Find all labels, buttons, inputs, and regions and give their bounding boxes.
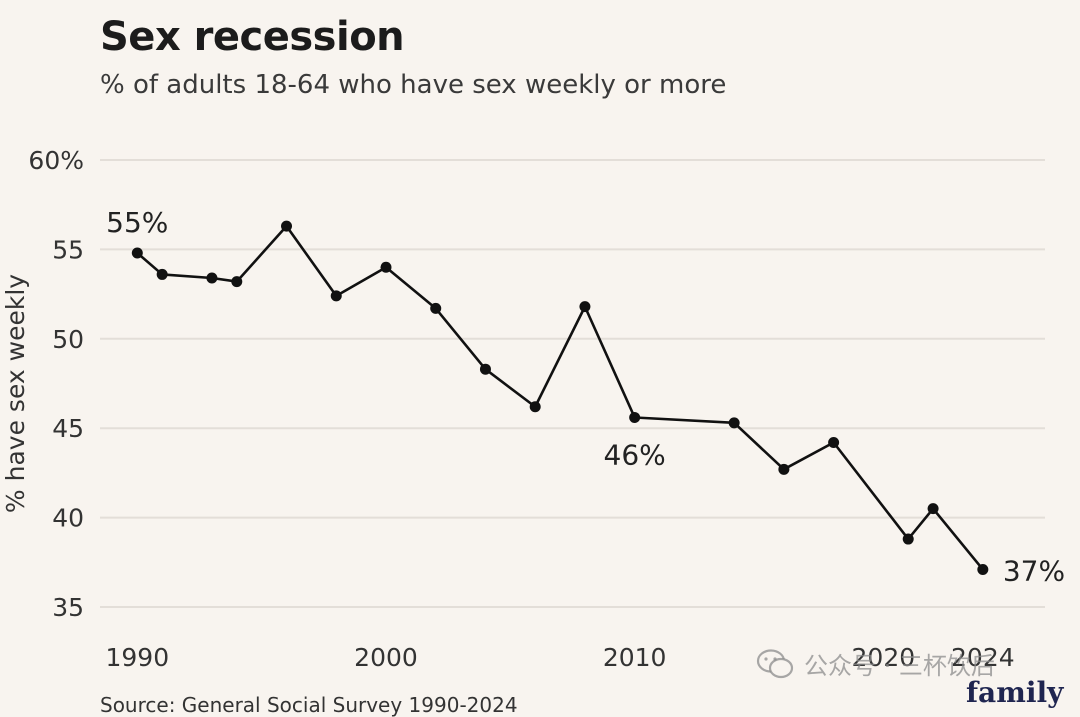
data-label-46pct: 46% (604, 438, 666, 471)
data-point-2014 (728, 417, 740, 429)
data-point-2024 (977, 563, 989, 575)
data-point-1998 (330, 290, 342, 302)
x-tick-label-2024: 2024 (951, 643, 1015, 672)
data-point-2022 (927, 503, 939, 515)
y-tick-label-40: 40 (52, 504, 84, 533)
data-label-55pct: 55% (106, 206, 168, 239)
y-axis-label: % have sex weekly (1, 274, 30, 513)
y-tick-label-45: 45 (52, 414, 84, 443)
brand-logo: family (966, 676, 1064, 709)
wechat-icon (756, 648, 794, 678)
chart-title: Sex recession (100, 14, 405, 60)
data-point-1990 (131, 247, 143, 259)
data-point-2016 (778, 463, 790, 475)
watermark-text: 公众号 · 三杯饮后 (804, 652, 995, 680)
data-point-1994 (231, 276, 243, 288)
data-point-2018 (828, 437, 840, 449)
data-point-1996 (281, 220, 293, 232)
data-point-2000 (380, 261, 392, 273)
data-point-1991 (156, 268, 168, 280)
data-point-2008 (579, 301, 591, 313)
data-point-1993 (206, 272, 218, 284)
y-tick-label-60: 60% (28, 146, 84, 175)
source-note: Source: General Social Survey 1990-2024 (100, 693, 518, 717)
data-point-2002 (430, 302, 442, 314)
x-tick-label-2010: 2010 (603, 643, 667, 672)
y-tick-label-55: 55 (52, 235, 84, 264)
x-tick-label-1990: 1990 (105, 643, 169, 672)
watermark: 公众号 · 三杯饮后 (756, 646, 995, 681)
x-tick-label-2020: 2020 (852, 643, 916, 672)
data-point-2004 (479, 363, 491, 375)
y-tick-label-35: 35 (52, 593, 84, 622)
data-point-2010 (629, 411, 641, 423)
chart-subtitle: % of adults 18-64 who have sex weekly or… (100, 70, 727, 100)
data-point-2006 (529, 401, 541, 413)
data-label-37pct: 37% (1003, 554, 1065, 587)
y-tick-label-50: 50 (52, 325, 84, 354)
x-tick-label-2000: 2000 (354, 643, 418, 672)
data-point-2021 (902, 533, 914, 545)
